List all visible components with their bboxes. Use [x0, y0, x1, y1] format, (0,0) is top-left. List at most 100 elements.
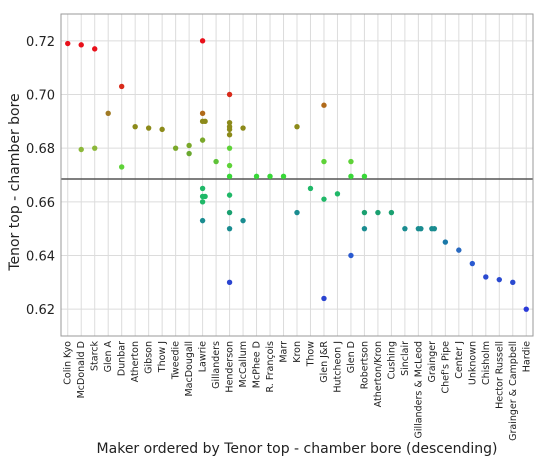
data-point	[226, 173, 233, 180]
data-point	[348, 158, 354, 165]
x-tick-label: Tweedie	[171, 341, 182, 380]
x-tick-label: Glen D	[346, 341, 357, 373]
x-tick-label: Atherton/Kron	[373, 341, 384, 407]
data-point	[523, 306, 529, 312]
x-tick-label: Colin Kyo	[63, 341, 74, 385]
data-point	[496, 276, 502, 283]
data-point	[280, 173, 287, 180]
x-tick-label: McCallum	[238, 341, 249, 387]
plot-frame	[60, 13, 534, 337]
x-tick-label: Gillanders	[211, 341, 222, 389]
data-point	[348, 173, 354, 180]
data-point	[226, 132, 233, 138]
data-point	[456, 247, 462, 253]
x-axis-title: Maker ordered by Tenor top - chamber bor…	[97, 441, 498, 457]
data-point	[118, 164, 125, 170]
x-tick-label: Gillanders & McLeod	[413, 341, 424, 439]
data-points	[65, 38, 529, 312]
x-tick-label: Sinclair	[400, 341, 411, 376]
x-tick-label: Grainger	[427, 341, 438, 383]
x-tick-label: Marr	[279, 341, 290, 363]
data-point	[361, 225, 368, 232]
x-tick-label: Cushing	[386, 341, 397, 379]
data-point	[375, 209, 381, 216]
data-point	[226, 91, 233, 98]
x-tick-label: Chisholm	[481, 341, 492, 385]
data-point	[202, 118, 208, 125]
data-point	[199, 199, 206, 205]
data-point	[361, 173, 368, 180]
x-tick-label: Grainger & Campbell	[508, 341, 519, 441]
data-point	[483, 274, 489, 280]
data-point	[253, 173, 260, 180]
x-tick-labels: Colin Kyo McDonald D Starck Glen A Dunbar Ath…	[63, 341, 533, 441]
x-tick-label: Center J	[454, 341, 465, 379]
data-point	[418, 225, 424, 232]
y-axis-title: Tenor top - chamber bore	[7, 93, 23, 271]
data-point	[294, 124, 300, 130]
y-tick-label: 0.66	[26, 196, 55, 211]
data-point	[226, 145, 233, 151]
data-point	[78, 42, 84, 48]
data-point	[226, 192, 233, 198]
data-point	[199, 185, 206, 192]
data-point	[186, 142, 192, 149]
data-point	[388, 209, 395, 216]
x-tick-label: Henderson	[225, 341, 236, 393]
data-point	[65, 40, 71, 47]
x-tick-label: McDonald D	[76, 341, 87, 398]
x-tick-label: Gibson	[144, 341, 155, 374]
data-point	[186, 150, 192, 157]
data-point	[159, 126, 165, 133]
x-tick-label: Glen A	[103, 341, 114, 373]
x-tick-label: R. François	[265, 341, 276, 392]
data-point	[226, 279, 233, 286]
data-point	[240, 217, 246, 224]
x-tick-label: Robertson	[359, 341, 370, 389]
data-point	[199, 110, 206, 116]
data-point	[321, 158, 327, 165]
data-point	[199, 137, 206, 143]
data-point	[510, 279, 516, 286]
x-tick-label: Kron	[292, 341, 303, 363]
data-point	[402, 225, 408, 232]
data-point	[348, 252, 354, 259]
y-tick-label: 0.64	[26, 250, 55, 265]
data-point	[334, 191, 341, 197]
data-point	[267, 173, 273, 180]
x-tick-label: Hector Russell	[494, 341, 505, 409]
data-point	[213, 158, 219, 165]
x-tick-label: Glen J&R	[319, 341, 330, 383]
x-tick-label: McPhee D	[252, 341, 263, 388]
data-point	[361, 209, 368, 216]
data-point	[172, 145, 179, 151]
data-point	[226, 126, 233, 133]
data-point	[226, 209, 233, 216]
x-tick-label: Hardie	[521, 341, 532, 372]
x-tick-label: Thow J	[157, 341, 168, 373]
x-tick-label: Lawrie	[198, 341, 209, 372]
data-point	[92, 46, 98, 52]
y-tick-label: 0.62	[26, 303, 55, 318]
x-tick-label: MacDougall	[184, 341, 195, 397]
data-point	[92, 145, 98, 151]
y-tick-labels: 0.62 0.64 0.66 0.68 0.70 0.72	[26, 35, 55, 318]
data-point	[199, 217, 206, 224]
x-tick-label: Atherton	[130, 341, 141, 382]
y-tick-label: 0.70	[26, 89, 55, 104]
x-tick-label: Unknown	[467, 341, 478, 385]
data-point	[78, 146, 84, 153]
y-tick-label: 0.72	[26, 35, 55, 50]
data-point	[202, 193, 208, 200]
x-tick-label: Dunbar	[117, 341, 128, 376]
data-point	[240, 125, 246, 131]
x-tick-label: Starck	[90, 341, 101, 371]
data-point	[431, 225, 438, 232]
data-point	[145, 125, 152, 131]
data-point	[442, 239, 449, 245]
data-point	[469, 260, 476, 267]
data-point	[294, 209, 300, 216]
x-tick-label: Thow	[305, 341, 316, 368]
gridlines	[61, 14, 533, 336]
